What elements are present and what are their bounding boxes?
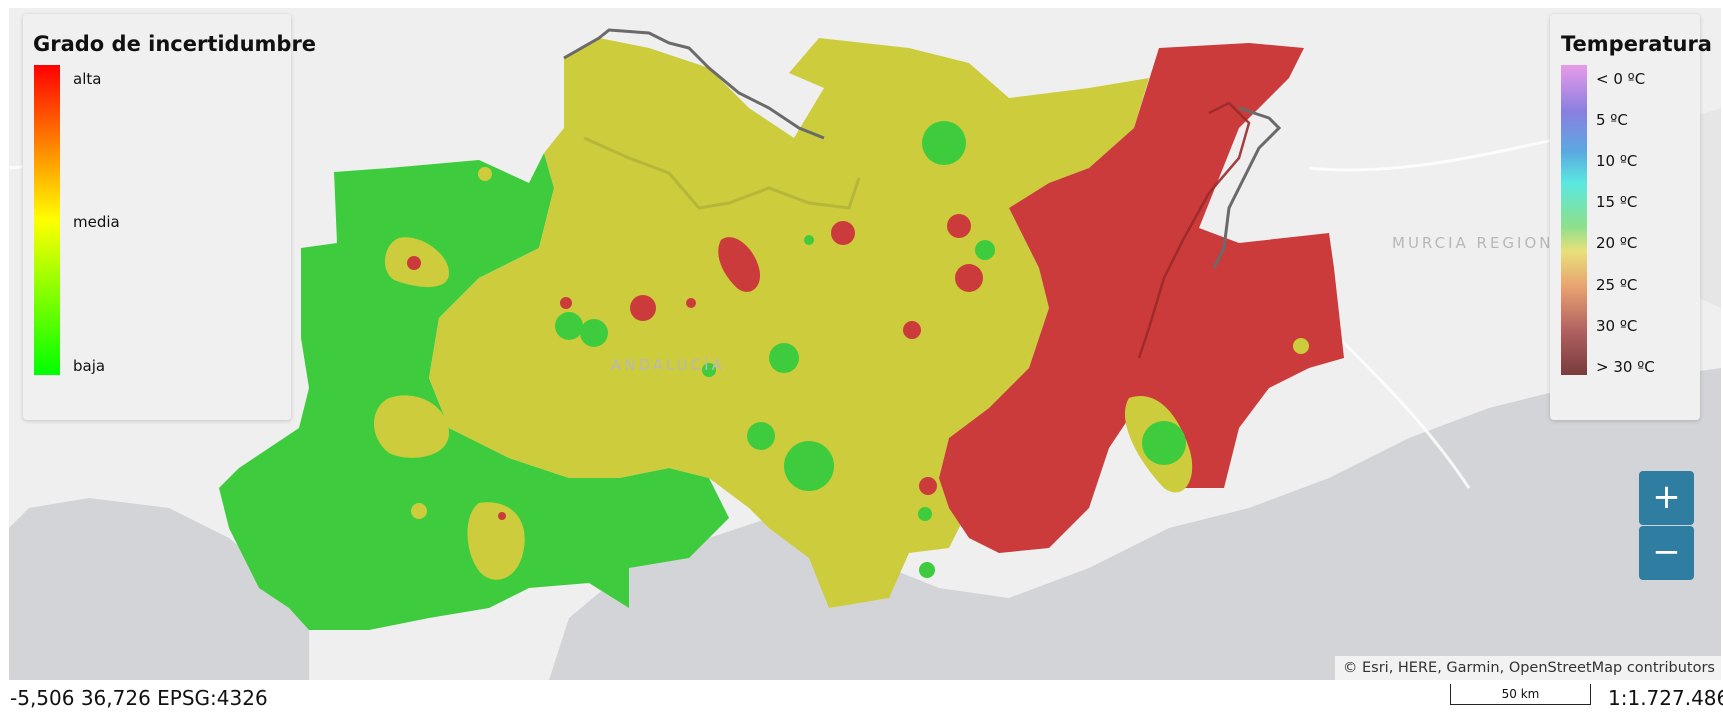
inner-border xyxy=(583,136,861,210)
temperature-label-4: 20 ºC xyxy=(1596,234,1638,253)
zoom-in-button[interactable]: + xyxy=(1639,471,1694,525)
uncertainty-label-medium: media xyxy=(73,213,120,231)
uncertainty-label-low: baja xyxy=(73,357,106,375)
region-label-andalucia: ANDALUCÍA xyxy=(611,356,725,374)
uncertainty-label-high: alta xyxy=(73,70,102,88)
province-border xyxy=(563,28,1282,269)
temperature-legend-title: Temperatura xyxy=(1561,32,1712,56)
temperature-label-5: 25 ºC xyxy=(1596,275,1638,294)
inner-border-east xyxy=(1137,101,1251,359)
temperature-label-3: 15 ºC xyxy=(1596,193,1638,212)
zone-low-west xyxy=(219,153,729,630)
scale-bar-label: 50 km xyxy=(1501,687,1540,701)
temperature-label-7: > 30 ºC xyxy=(1596,357,1655,376)
map-view[interactable]: ANDALUCÍA MURCIA REGION Grado de incerti… xyxy=(9,8,1721,680)
temperature-label-1: 5 ºC xyxy=(1596,111,1628,130)
zoom-out-button[interactable]: − xyxy=(1639,526,1694,580)
uncertainty-gradient-bar xyxy=(34,65,60,375)
zone-high-east xyxy=(939,43,1344,553)
zone-medium-center xyxy=(429,38,1149,608)
uncertainty-zones xyxy=(219,38,1344,630)
temperature-legend: Temperatura < 0 ºC 5 ºC 10 ºC 15 ºC 20 ºC 25 … xyxy=(1550,14,1712,420)
region-label-murcia: MURCIA REGION xyxy=(1392,234,1554,252)
temperature-label-0: < 0 ºC xyxy=(1596,70,1646,88)
map-attribution[interactable]: © Esri, HERE, Garmin, OpenStreetMap cont… xyxy=(1334,656,1721,680)
scale-ratio: 1:1.727.486 xyxy=(1608,686,1723,710)
uncertainty-legend-title: Grado de incertidumbre xyxy=(33,32,317,56)
map-canvas[interactable] xyxy=(9,8,1721,680)
temperature-label-2: 10 ºC xyxy=(1596,152,1638,171)
cursor-coordinates: -5,506 36,726 EPSG:4326 xyxy=(10,686,268,710)
zone-medium-blob-3 xyxy=(467,502,525,580)
zone-medium-blob-2 xyxy=(374,395,449,458)
scale-bar: 50 km xyxy=(1450,684,1591,705)
temperature-label-6: 30 ºC xyxy=(1596,316,1638,335)
uncertainty-spots xyxy=(407,121,1309,578)
uncertainty-legend: Grado de incertidumbre alta media baja xyxy=(23,14,316,420)
temperature-gradient-bar xyxy=(1561,65,1587,375)
